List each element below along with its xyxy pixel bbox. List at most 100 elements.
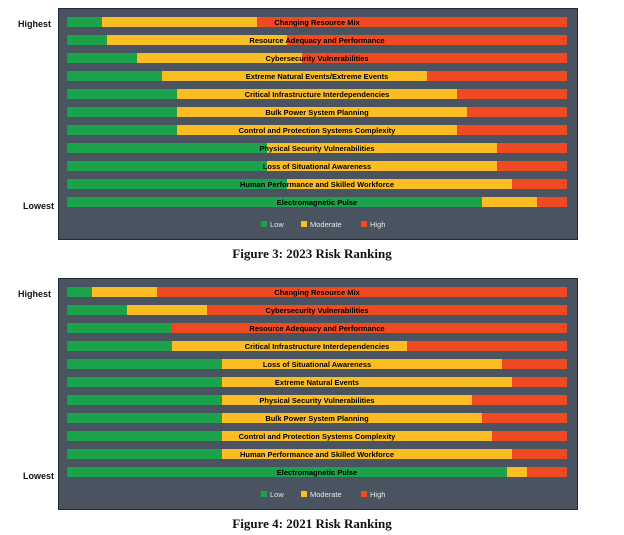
- bar-high-3: [407, 341, 567, 351]
- bar-low-2: [67, 323, 172, 333]
- chart1-highest-label: Highest: [18, 19, 52, 29]
- bar-moderate-6: [222, 395, 472, 405]
- category-label: Physical Security Vulnerabilities: [259, 144, 374, 153]
- bar-low-5: [67, 377, 222, 387]
- bar-high-0: [257, 17, 567, 27]
- bar-moderate-4: [222, 359, 502, 369]
- bar-moderate-3: [172, 341, 407, 351]
- bar-moderate-7: [267, 143, 497, 153]
- bar-high-9: [512, 449, 567, 459]
- category-label: Electromagnetic Pulse: [277, 198, 357, 207]
- bar-high-9: [512, 179, 567, 189]
- bar-low-2: [67, 53, 137, 63]
- bar-moderate-5: [222, 377, 512, 387]
- bar-low-1: [67, 305, 127, 315]
- chart1-lowest-label: Lowest: [23, 201, 55, 211]
- category-label: Bulk Power System Planning: [265, 414, 369, 423]
- bar-moderate-6: [177, 125, 457, 135]
- bar-low-7: [67, 413, 222, 423]
- chart2-lowest-label: Lowest: [23, 471, 55, 481]
- chart1-caption: Figure 3: 2023 Risk Ranking: [232, 246, 392, 261]
- category-label: Loss of Situational Awareness: [263, 360, 371, 369]
- bar-high-7: [482, 413, 567, 423]
- bar-high-1: [207, 305, 567, 315]
- bar-high-6: [457, 125, 567, 135]
- bar-low-6: [67, 395, 222, 405]
- bar-low-4: [67, 89, 177, 99]
- bar-high-5: [512, 377, 567, 387]
- bar-low-10: [67, 197, 482, 207]
- bar-low-1: [67, 35, 107, 45]
- bar-moderate-8: [267, 161, 497, 171]
- bar-high-7: [497, 143, 567, 153]
- bar-low-0: [67, 287, 92, 297]
- category-label: Changing Resource Mix: [274, 18, 360, 27]
- bar-low-10: [67, 467, 507, 477]
- legend-swatch-high: [361, 221, 367, 227]
- bar-moderate-9: [222, 449, 512, 459]
- bar-moderate-7: [222, 413, 482, 423]
- bar-high-10: [527, 467, 567, 477]
- chart1-panel: Changing Resource Mix Resource Adequacy a…: [58, 8, 578, 240]
- bar-low-8: [67, 161, 267, 171]
- bar-moderate-4: [177, 89, 457, 99]
- legend-swatch-low: [261, 491, 267, 497]
- chart2-panel: Changing Resource Mix Cybersecurity Vulne…: [58, 278, 578, 510]
- bar-high-4: [457, 89, 567, 99]
- legend-label-high: High: [370, 220, 385, 229]
- category-label: Critical Infrastructure Interdependencie…: [245, 342, 390, 351]
- bar-low-0: [67, 17, 102, 27]
- bar-high-0: [157, 287, 567, 297]
- bar-moderate-3: [162, 71, 427, 81]
- legend-label-low: Low: [270, 490, 284, 499]
- category-label: Critical Infrastructure Interdependencie…: [245, 90, 390, 99]
- bar-low-6: [67, 125, 177, 135]
- legend-label-low: Low: [270, 220, 284, 229]
- bar-low-4: [67, 359, 222, 369]
- legend-label-high: High: [370, 490, 385, 499]
- bar-moderate-10: [507, 467, 527, 477]
- bar-moderate-9: [287, 179, 512, 189]
- legend-label-moderate: Moderate: [310, 490, 342, 499]
- bar-moderate-10: [482, 197, 537, 207]
- bar-high-8: [497, 161, 567, 171]
- bar-high-8: [492, 431, 567, 441]
- bar-high-2: [302, 53, 567, 63]
- bar-high-6: [472, 395, 567, 405]
- bar-low-9: [67, 179, 287, 189]
- category-label: Cybersecurity Vulnerabilities: [265, 54, 368, 63]
- category-label: Control and Protection Systems Complexit…: [239, 126, 397, 135]
- bar-moderate-5: [177, 107, 467, 117]
- chart1-svg: Changing Resource Mix Resource Adequacy a…: [67, 17, 567, 229]
- legend-swatch-low: [261, 221, 267, 227]
- bar-moderate-0: [92, 287, 157, 297]
- category-label: Bulk Power System Planning: [265, 108, 369, 117]
- category-label: Loss of Situational Awareness: [263, 162, 371, 171]
- category-label: Human Performance and Skilled Workforce: [240, 450, 394, 459]
- category-label: Extreme Natural Events: [275, 378, 359, 387]
- bar-low-9: [67, 449, 222, 459]
- bar-high-3: [427, 71, 567, 81]
- bar-high-1: [287, 35, 567, 45]
- bar-moderate-0: [102, 17, 257, 27]
- chart2-svg: Changing Resource Mix Cybersecurity Vulne…: [67, 287, 567, 499]
- legend-swatch-moderate: [301, 221, 307, 227]
- chart2-caption: Figure 4: 2021 Risk Ranking: [232, 516, 392, 531]
- bar-low-8: [67, 431, 222, 441]
- category-label: Changing Resource Mix: [274, 288, 360, 297]
- bar-high-5: [467, 107, 567, 117]
- legend-label-moderate: Moderate: [310, 220, 342, 229]
- bar-moderate-1: [127, 305, 207, 315]
- category-label: Extreme Natural Events/Extreme Events: [246, 72, 389, 81]
- bar-high-4: [502, 359, 567, 369]
- category-label: Resource Adequacy and Performance: [249, 324, 384, 333]
- legend-swatch-moderate: [301, 491, 307, 497]
- bar-moderate-8: [222, 431, 492, 441]
- category-label: Cybersecurity Vulnerabilities: [265, 306, 368, 315]
- category-label: Human Performance and Skilled Workforce: [240, 180, 394, 189]
- bar-moderate-1: [107, 35, 287, 45]
- bar-high-10: [537, 197, 567, 207]
- bar-moderate-2: [137, 53, 302, 63]
- bar-low-7: [67, 143, 267, 153]
- bar-high-2: [172, 323, 567, 333]
